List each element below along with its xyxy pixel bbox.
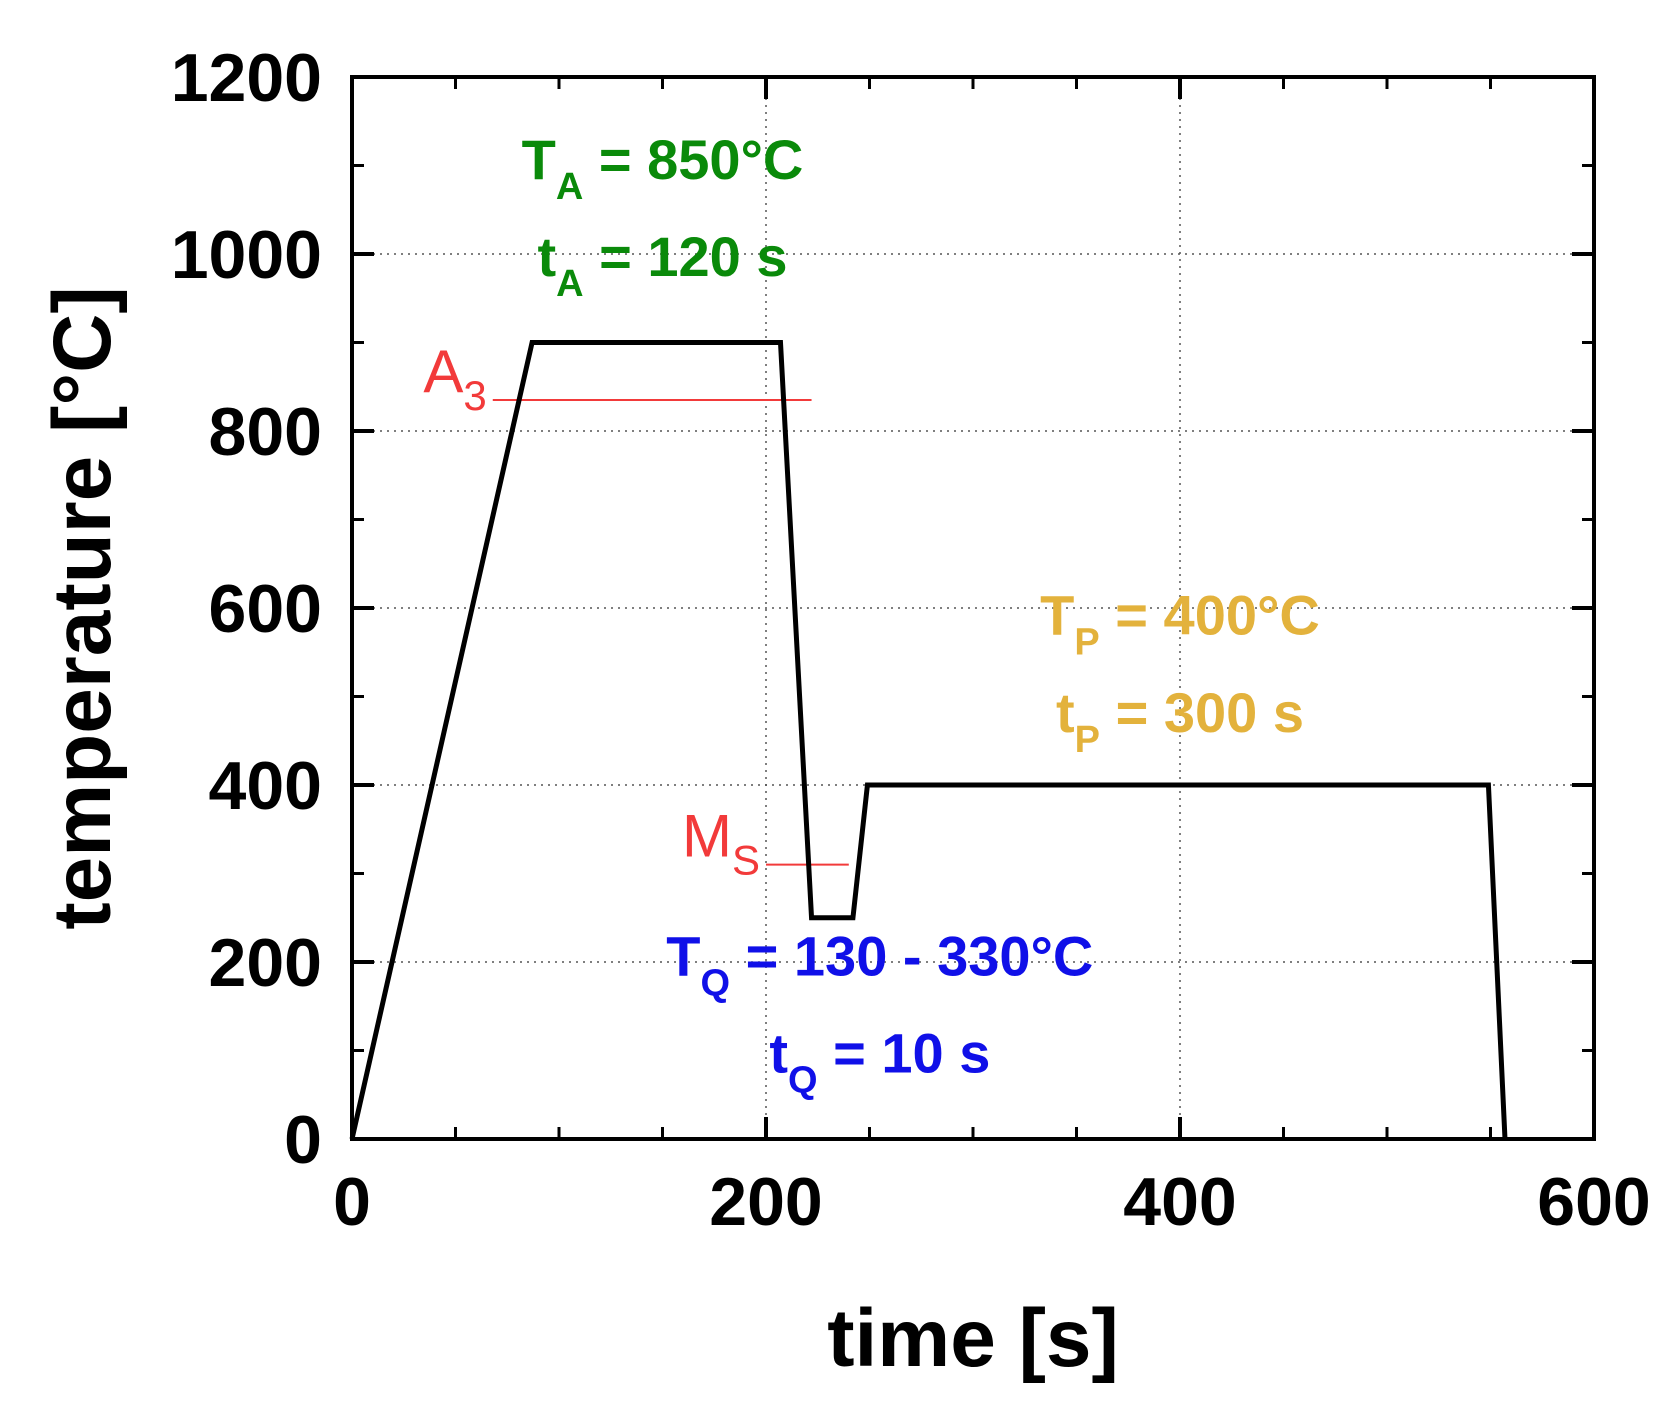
annotation-anneal-temp: TA = 850°C: [522, 128, 804, 208]
x-tick-label: 0: [333, 1164, 371, 1240]
y-axis-title: temperature [°C]: [37, 286, 128, 929]
y-tick-label: 1200: [171, 40, 322, 116]
annotation-quench-time: tQ = 10 s: [769, 1022, 990, 1102]
annotation-partition-time: tP = 300 s: [1056, 681, 1304, 761]
reference-label-ms: MS: [682, 803, 760, 884]
x-axis-title: time [s]: [827, 1293, 1119, 1384]
x-tick-label: 200: [709, 1164, 822, 1240]
y-tick-labels: 0 200 400 600 800 1000 1200: [171, 40, 322, 1178]
y-tick-label: 200: [209, 925, 322, 1001]
y-tick-label: 800: [209, 394, 322, 470]
grid-layer: [352, 77, 1594, 1139]
reference-label-a3: A3: [423, 338, 486, 419]
y-tick-label: 400: [209, 748, 322, 824]
series-layer: [349, 340, 1508, 1140]
annotation-partition-temp: TP = 400°C: [1040, 584, 1320, 664]
x-tick-label: 600: [1537, 1164, 1650, 1240]
annotation-quench-temp: TQ = 130 - 330°C: [666, 924, 1093, 1004]
x-tick-labels: 0 200 400 600: [333, 1164, 1651, 1240]
annotation-layer: A3 MS TA = 850°C tA = 120 s TP = 400°C tP = 3…: [423, 128, 1319, 1102]
y-tick-label: 0: [284, 1102, 322, 1178]
plot-frame: [350, 75, 1596, 1141]
series-line: [349, 340, 1508, 1140]
y-tick-label: 600: [209, 571, 322, 647]
y-tick-label: 1000: [171, 217, 322, 293]
annotation-anneal-time: tA = 120 s: [537, 225, 787, 305]
x-tick-label: 400: [1123, 1164, 1236, 1240]
